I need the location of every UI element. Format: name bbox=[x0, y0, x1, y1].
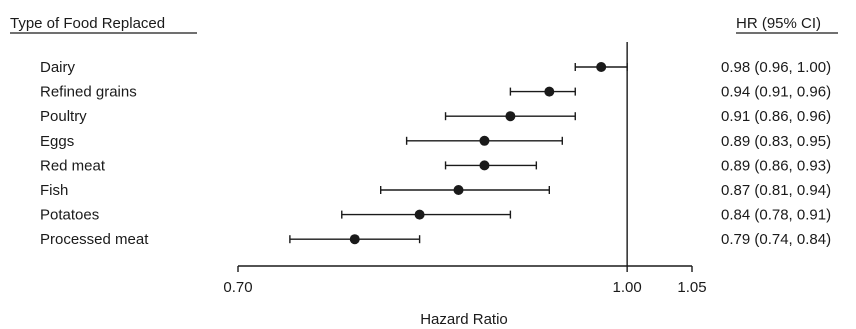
x-tick-label: 1.00 bbox=[613, 279, 642, 296]
row-label: Red meat bbox=[40, 157, 106, 174]
x-tick-label: 1.05 bbox=[677, 279, 706, 296]
row-label: Refined grains bbox=[40, 84, 137, 101]
hr-ci-value: 0.87 (0.81, 0.94) bbox=[721, 182, 831, 199]
hr-ci-value: 0.89 (0.86, 0.93) bbox=[721, 157, 831, 174]
left-header: Type of Food Replaced bbox=[10, 15, 197, 34]
point-estimate bbox=[349, 234, 360, 245]
hr-ci-value: 0.94 (0.91, 0.96) bbox=[721, 84, 831, 101]
plot-area bbox=[289, 42, 628, 266]
row-label: Potatoes bbox=[40, 207, 99, 224]
hr-ci-value: 0.84 (0.78, 0.91) bbox=[721, 207, 831, 224]
point-estimate bbox=[479, 135, 490, 146]
row-labels: Dairy Refined grains Poultry Eggs Red meat Fi… bbox=[40, 59, 149, 248]
x-tick-label: 0.70 bbox=[223, 279, 252, 296]
point-estimate bbox=[414, 209, 425, 220]
hr-ci-value: 0.91 (0.86, 0.96) bbox=[721, 108, 831, 125]
point-estimate bbox=[505, 111, 516, 122]
point-estimate bbox=[596, 62, 607, 72]
row-label: Poultry bbox=[40, 108, 87, 125]
row-label: Processed meat bbox=[40, 231, 149, 248]
right-header-text: HR (95% CI) bbox=[736, 15, 821, 32]
hr-ci-value: 0.89 (0.83, 0.95) bbox=[721, 133, 831, 150]
row-label: Dairy bbox=[40, 59, 76, 76]
point-estimate bbox=[479, 160, 490, 171]
row-label: Eggs bbox=[40, 133, 74, 150]
x-axis: 0.70 1.00 1.05 bbox=[223, 265, 707, 296]
right-header: HR (95% CI) bbox=[736, 15, 838, 34]
hr-ci-column: 0.98 (0.96, 1.00) 0.94 (0.91, 0.96) 0.91 (… bbox=[721, 59, 831, 248]
left-header-text: Type of Food Replaced bbox=[10, 15, 165, 32]
hr-ci-value: 0.79 (0.74, 0.84) bbox=[721, 231, 831, 248]
hr-ci-value: 0.98 (0.96, 1.00) bbox=[721, 59, 831, 76]
point-estimate bbox=[453, 185, 464, 195]
point-estimate bbox=[544, 86, 555, 97]
row-label: Fish bbox=[40, 182, 68, 199]
x-axis-title: Hazard Ratio bbox=[420, 311, 508, 328]
